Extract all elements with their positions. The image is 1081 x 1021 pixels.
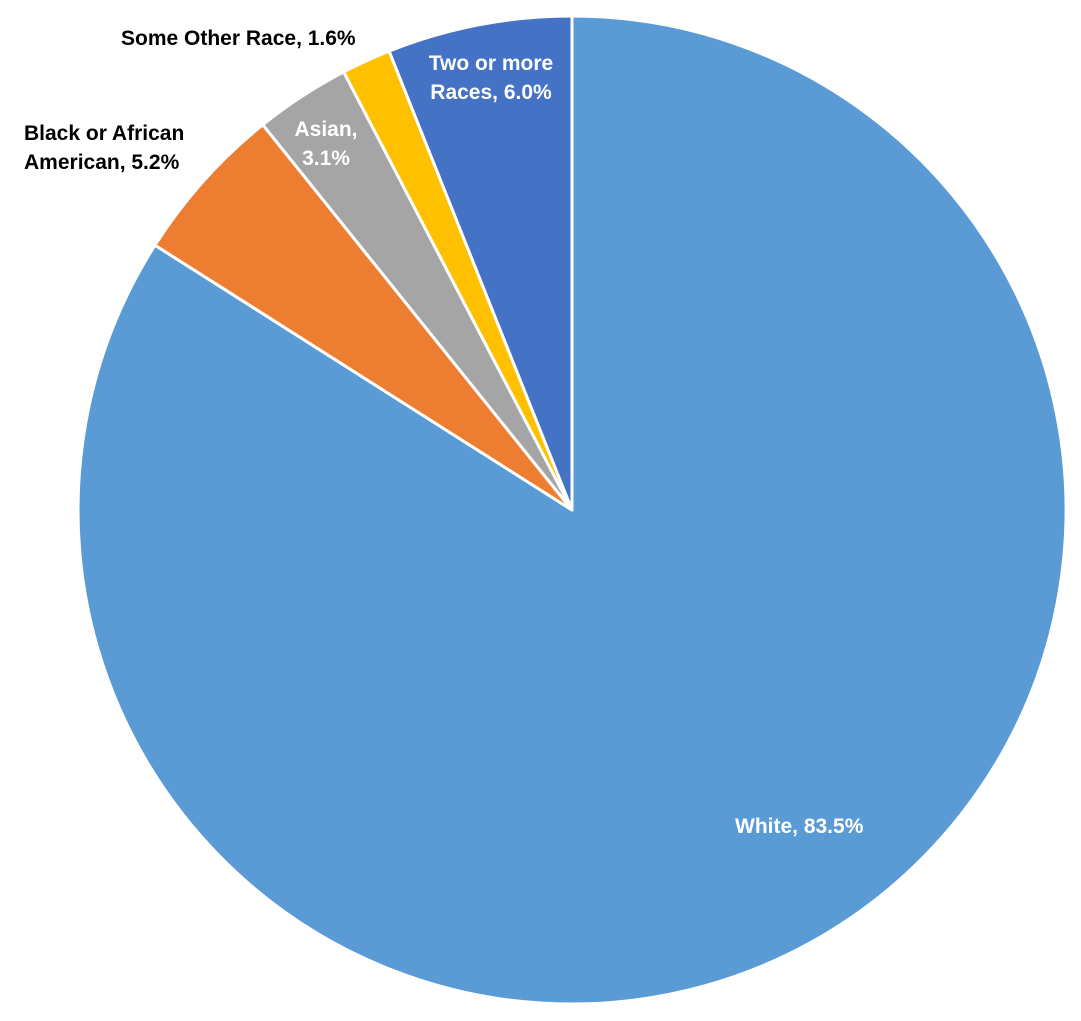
pie-slice xyxy=(153,123,574,512)
data-label: Asian, 3.1% xyxy=(294,118,358,170)
data-label: Some Other Race, 1.6% xyxy=(121,27,356,50)
data-label: White, 83.5% xyxy=(735,815,864,838)
data-label: Two or more Races, 6.0% xyxy=(428,52,554,104)
data-label: Black or African American, 5.2% xyxy=(24,122,185,174)
pie-slice xyxy=(387,14,574,512)
